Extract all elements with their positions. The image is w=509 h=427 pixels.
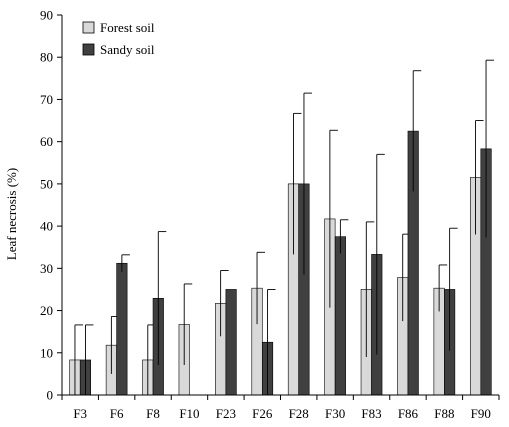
y-tick-label: 0 <box>47 388 54 403</box>
legend-label-sandy-soil: Sandy soil <box>100 42 155 57</box>
y-tick-label: 10 <box>40 345 53 360</box>
x-tick-label: F3 <box>73 406 87 421</box>
bar-sandy-soil-f30 <box>334 236 346 396</box>
legend-label-forest-soil: Forest soil <box>100 20 155 35</box>
y-tick-label: 40 <box>40 219 53 234</box>
x-tick-label: F30 <box>325 406 345 421</box>
x-tick-label: F10 <box>179 406 199 421</box>
y-tick-label: 20 <box>40 303 53 318</box>
x-tick-label: F28 <box>289 406 309 421</box>
legend-swatch-sandy-soil <box>82 43 95 56</box>
x-tick-label: F6 <box>110 406 124 421</box>
x-axis: F3 F6 F8 F10 F23 F26 F28 F30 F83 F86 F88 F90 <box>61 394 500 421</box>
plot-area <box>69 59 495 396</box>
x-tick-label: F90 <box>471 406 491 421</box>
y-tick-label: 70 <box>40 92 53 107</box>
x-tick-label: F8 <box>146 406 160 421</box>
y-axis-title: Leaf necrosis (%) <box>4 168 19 260</box>
x-tick-label: F23 <box>216 406 236 421</box>
y-tick-label: 30 <box>40 261 53 276</box>
y-tick-label: 50 <box>40 176 53 191</box>
x-tick-label: F83 <box>361 406 381 421</box>
bar-sandy-soil-f6 <box>116 262 128 396</box>
y-tick-label: 90 <box>40 8 53 23</box>
y-tick-label: 60 <box>40 134 53 149</box>
legend-swatch-forest-soil <box>82 21 95 34</box>
x-tick-label: F26 <box>252 406 273 421</box>
y-axis: 0 10 20 30 40 50 60 70 80 90 <box>40 8 63 403</box>
x-tick-label: F88 <box>434 406 454 421</box>
bar-sandy-soil-f23 <box>225 289 237 396</box>
y-tick-label: 80 <box>40 50 53 65</box>
legend: Forest soil Sandy soil <box>82 20 155 57</box>
x-tick-label: F86 <box>398 406 419 421</box>
